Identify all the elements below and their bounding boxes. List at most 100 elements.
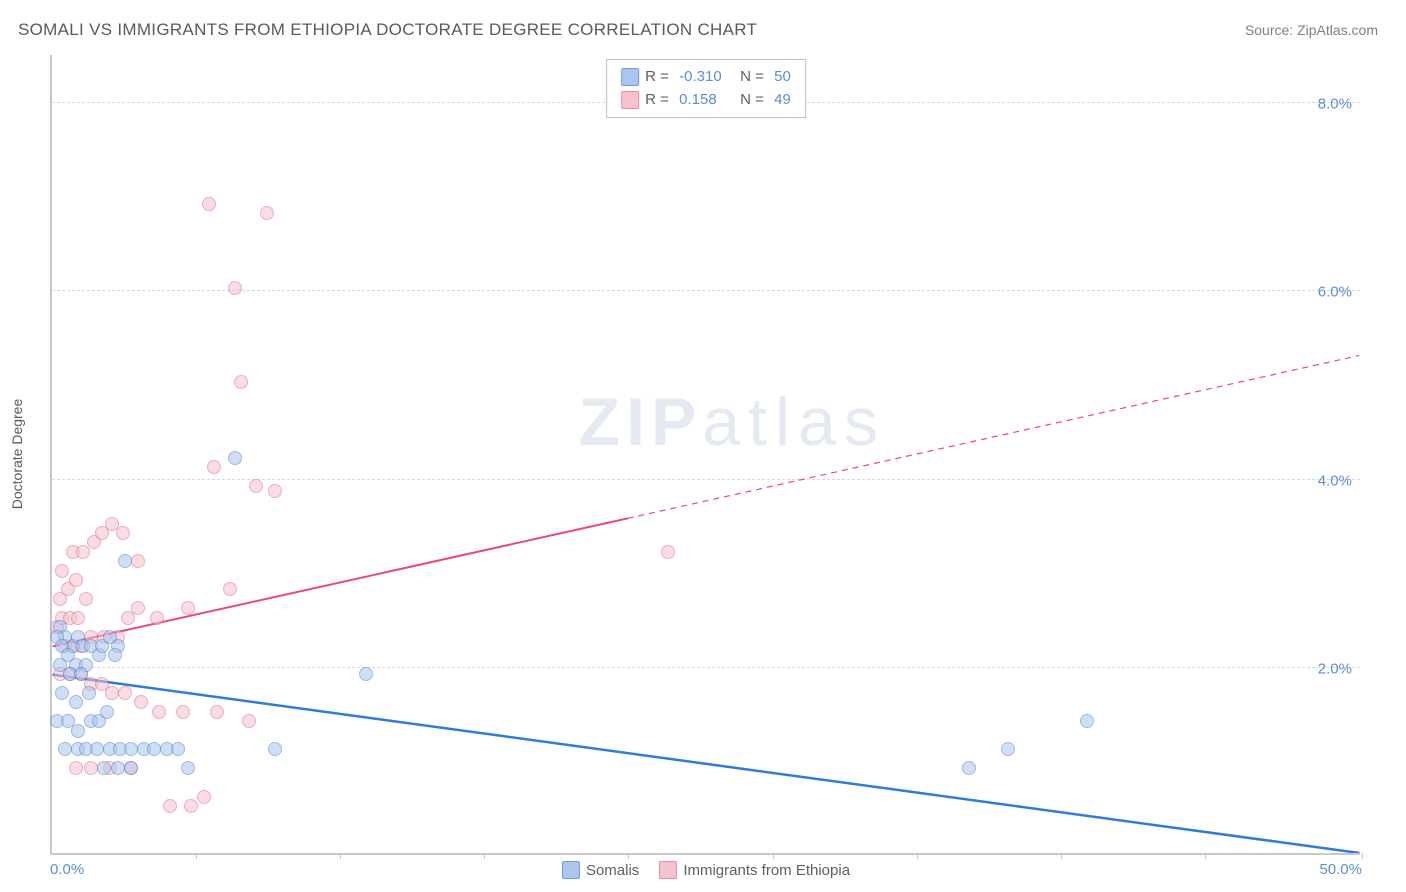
gridline [52,290,1360,291]
r-label: R = [645,89,673,112]
pink-marker [69,761,83,775]
pink-marker [176,705,190,719]
watermark-zip: ZIP [578,384,702,460]
n-value: 50 [774,66,791,89]
pink-marker [181,601,195,615]
swatch-icon [562,861,580,879]
pink-marker [134,695,148,709]
pink-marker [184,799,198,813]
blue-marker [103,630,117,644]
blue-marker [124,742,138,756]
x-axis-label-end: 50.0% [1319,861,1362,878]
watermark-atlas: atlas [702,384,886,460]
blue-marker [1001,742,1015,756]
y-grid-label: 6.0% [1318,280,1352,301]
pink-marker [661,545,675,559]
blue-marker [71,724,85,738]
blue-marker [359,667,373,681]
pink-marker [197,790,211,804]
r-label: R = [645,66,673,89]
source-label: Source: [1245,22,1293,38]
blue-marker [82,686,96,700]
r-value: -0.310 [679,66,734,89]
plot-area: Doctorate Degree 2.0%4.0%6.0%8.0% ZIPatl… [50,55,1360,855]
pink-marker [242,714,256,728]
pink-marker [116,526,130,540]
pink-marker [163,799,177,813]
x-tick [917,853,918,859]
x-axis-label-start: 0.0% [50,861,84,878]
trendlines-svg [52,55,1360,853]
gridline [52,667,1360,668]
blue-marker [90,742,104,756]
source-attribution: Source: ZipAtlas.com [1245,22,1378,38]
blue-marker [111,761,125,775]
source-link[interactable]: ZipAtlas.com [1297,22,1378,38]
y-grid-label: 8.0% [1318,92,1352,113]
swatch-icon [621,91,639,109]
series-legend: Somalis Immigrants from Ethiopia [562,861,850,879]
pink-marker [202,197,216,211]
chart-container: SOMALI VS IMMIGRANTS FROM ETHIOPIA DOCTO… [0,0,1406,892]
legend-label: Somalis [586,862,639,879]
x-tick [196,853,197,859]
x-tick [1205,853,1206,859]
blue-marker [228,451,242,465]
blue-marker [147,742,161,756]
pink-marker [234,375,248,389]
pink-marker [207,460,221,474]
x-tick [1061,853,1062,859]
n-label: N = [740,66,768,89]
pink-marker [79,592,93,606]
blue-marker [962,761,976,775]
swatch-icon [659,861,677,879]
n-label: N = [740,89,768,112]
pink-marker [131,601,145,615]
x-tick [628,853,629,859]
pink-marker [131,554,145,568]
pink-marker [268,484,282,498]
y-grid-label: 4.0% [1318,468,1352,489]
pink-marker [71,611,85,625]
pink-marker [150,611,164,625]
swatch-icon [621,68,639,86]
blue-marker [97,761,111,775]
pink-marker [223,582,237,596]
legend-item: Somalis [562,861,639,879]
pink-marker [69,573,83,587]
y-axis-label: Doctorate Degree [9,399,25,510]
blue-marker [55,686,69,700]
legend-item: Immigrants from Ethiopia [659,861,850,879]
pink-marker [84,761,98,775]
pink-marker [118,686,132,700]
blue-marker [58,742,72,756]
n-value: 49 [774,89,791,112]
stats-row: R = 0.158 N = 49 [621,89,791,112]
x-tick [773,853,774,859]
blue-marker [100,705,114,719]
blue-marker [108,648,122,662]
stats-legend-box: R = -0.310 N = 50 R = 0.158 N = 49 [606,59,806,118]
chart-title: SOMALI VS IMMIGRANTS FROM ETHIOPIA DOCTO… [18,20,757,40]
pink-marker [105,686,119,700]
pink-marker [210,705,224,719]
blue-marker [171,742,185,756]
pink-marker [55,564,69,578]
legend-label: Immigrants from Ethiopia [683,862,850,879]
blue-marker [74,667,88,681]
x-tick [340,853,341,859]
pink-marker [228,281,242,295]
watermark: ZIPatlas [578,383,885,461]
blue-marker [1080,714,1094,728]
pink-marker [260,206,274,220]
y-grid-label: 2.0% [1318,656,1352,677]
gridline [52,479,1360,480]
x-tick [1362,853,1363,859]
x-tick [484,853,485,859]
blue-marker [118,554,132,568]
blue-marker [181,761,195,775]
pink-marker [152,705,166,719]
r-value: 0.158 [679,89,734,112]
blue-marker [69,695,83,709]
stats-row: R = -0.310 N = 50 [621,66,791,89]
